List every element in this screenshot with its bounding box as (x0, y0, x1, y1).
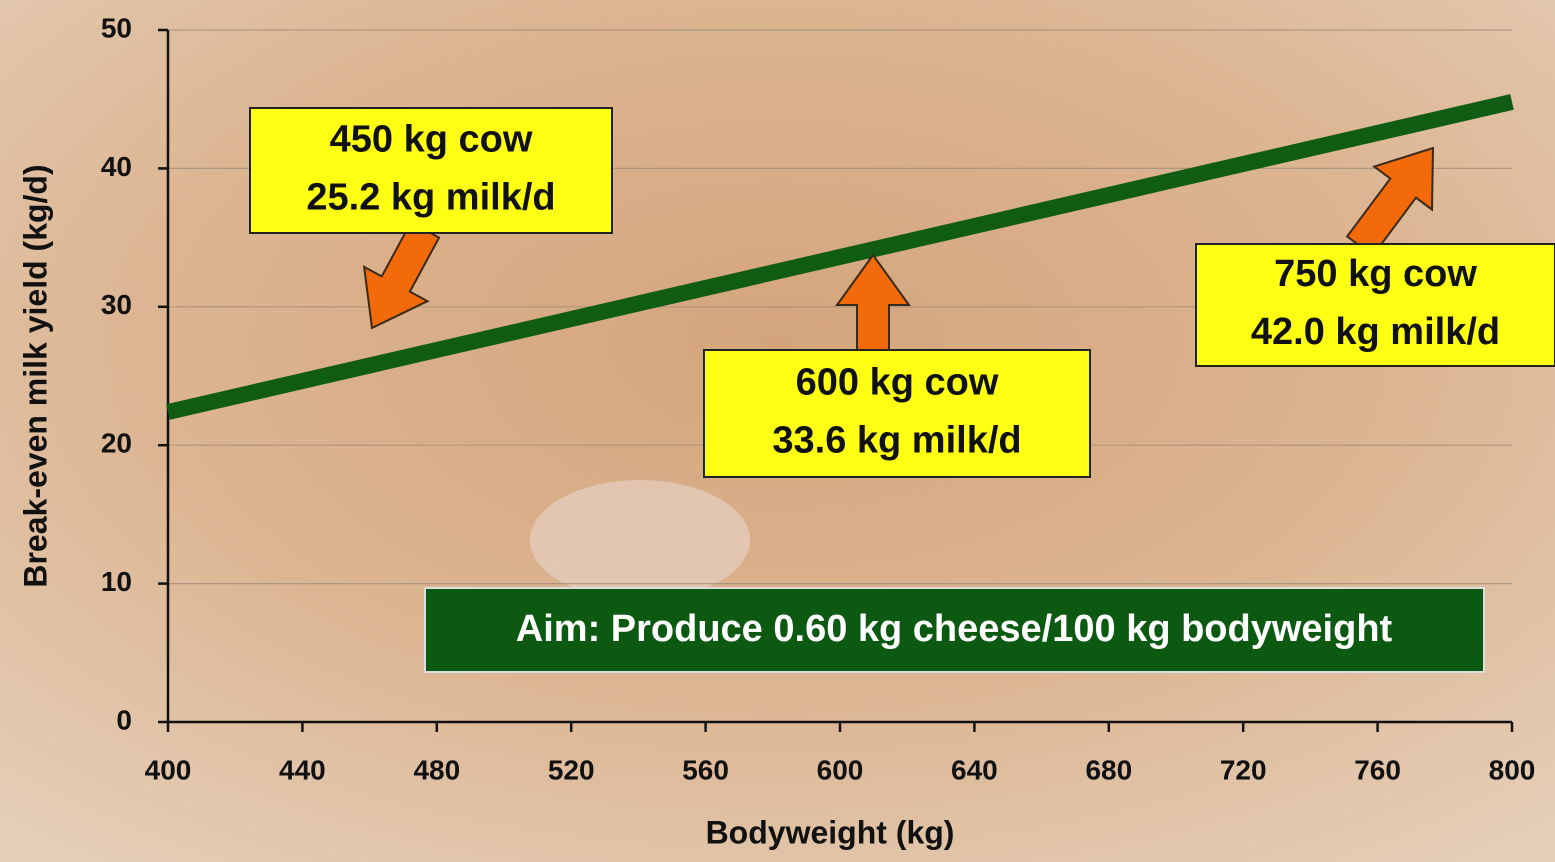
x-tick-label: 680 (1085, 754, 1132, 785)
y-tick-label: 30 (101, 289, 132, 320)
annotation-text: 600 kg cow (796, 362, 999, 404)
y-tick-label: 20 (101, 428, 132, 459)
annotation-text: 450 kg cow (330, 119, 533, 161)
annotation-text: 25.2 kg milk/d (306, 177, 555, 219)
arrow (1345, 146, 1435, 257)
background-shape (530, 480, 750, 600)
annotation-box (1195, 243, 1555, 367)
x-tick-label: 560 (682, 754, 729, 785)
annotation-text: 750 kg cow (1274, 253, 1477, 295)
y-axis-title: Break-even milk yield (kg/d) (17, 164, 53, 587)
y-tick-label: 10 (101, 566, 132, 597)
x-tick-label: 520 (548, 754, 595, 785)
annotation-text: 33.6 kg milk/d (772, 420, 1021, 462)
aim-box (424, 587, 1485, 673)
x-tick-label: 440 (279, 754, 326, 785)
x-tick-label: 800 (1489, 754, 1536, 785)
y-tick-label: 0 (116, 704, 132, 735)
data-line (166, 94, 1514, 420)
annotation-text: 42.0 kg milk/d (1251, 311, 1500, 353)
aim-text: Aim: Produce 0.60 kg cheese/100 kg bodyw… (516, 608, 1393, 650)
x-tick-label: 600 (817, 754, 864, 785)
arrow (835, 253, 911, 353)
x-axis-title: Bodyweight (kg) (706, 814, 955, 850)
x-tick-label: 640 (951, 754, 998, 785)
annotation-box (249, 107, 613, 234)
x-tick-label: 760 (1354, 754, 1401, 785)
arrow (362, 221, 441, 330)
annotation-box (703, 349, 1091, 478)
y-tick-label: 40 (101, 151, 132, 182)
x-tick-label: 480 (413, 754, 460, 785)
y-tick-label: 50 (101, 12, 132, 43)
x-tick-label: 400 (145, 754, 192, 785)
x-tick-label: 720 (1220, 754, 1267, 785)
